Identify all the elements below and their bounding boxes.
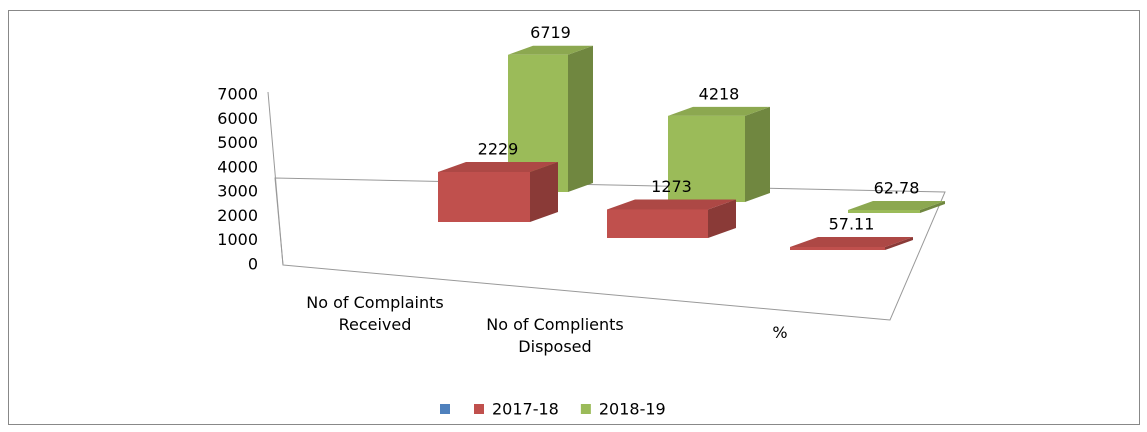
- y-tick-label: 3000: [217, 182, 258, 201]
- bar-top: [668, 106, 770, 116]
- bar: [790, 247, 885, 250]
- bar: [607, 209, 708, 238]
- x-tick-label: %: [772, 323, 788, 342]
- y-tick-label: 0: [248, 255, 258, 274]
- bar: [848, 210, 920, 213]
- bar: [668, 115, 745, 202]
- y-tick-label: 2000: [217, 206, 258, 225]
- value-label: 1273: [651, 177, 692, 196]
- y-tick-label: 7000: [217, 85, 258, 104]
- bar-top: [508, 45, 593, 55]
- value-label: 57.11: [829, 215, 875, 234]
- value-label: 62.78: [874, 179, 920, 198]
- bar-top: [848, 201, 945, 210]
- legend-swatch: [580, 404, 591, 414]
- legend-swatch: [440, 404, 450, 414]
- bar-top: [438, 162, 558, 173]
- value-label: 4218: [699, 84, 740, 103]
- bar-side: [568, 45, 593, 192]
- legend-swatch: [474, 404, 484, 414]
- y-tick-label: 6000: [217, 109, 258, 128]
- bar-top: [790, 237, 913, 247]
- bar-side: [885, 237, 913, 250]
- legend-label: 2018-19: [599, 400, 666, 419]
- y-tick-label: 5000: [217, 133, 258, 152]
- bar: [438, 172, 530, 222]
- legend-label: 2017-18: [492, 400, 559, 419]
- bar-side: [745, 106, 770, 202]
- y-tick-label: 1000: [217, 230, 258, 249]
- x-tick-label: No of Complaints Received: [306, 293, 444, 334]
- value-label: 2229: [478, 140, 519, 159]
- bar-side: [920, 201, 945, 213]
- value-label: 6719: [530, 23, 571, 42]
- y-axis: [267, 91, 284, 266]
- x-tick-label: No of Complients Disposed: [486, 315, 624, 356]
- y-tick-label: 4000: [217, 157, 258, 176]
- bar-side: [708, 199, 736, 238]
- bar-top: [607, 199, 736, 210]
- bar-side: [530, 162, 558, 222]
